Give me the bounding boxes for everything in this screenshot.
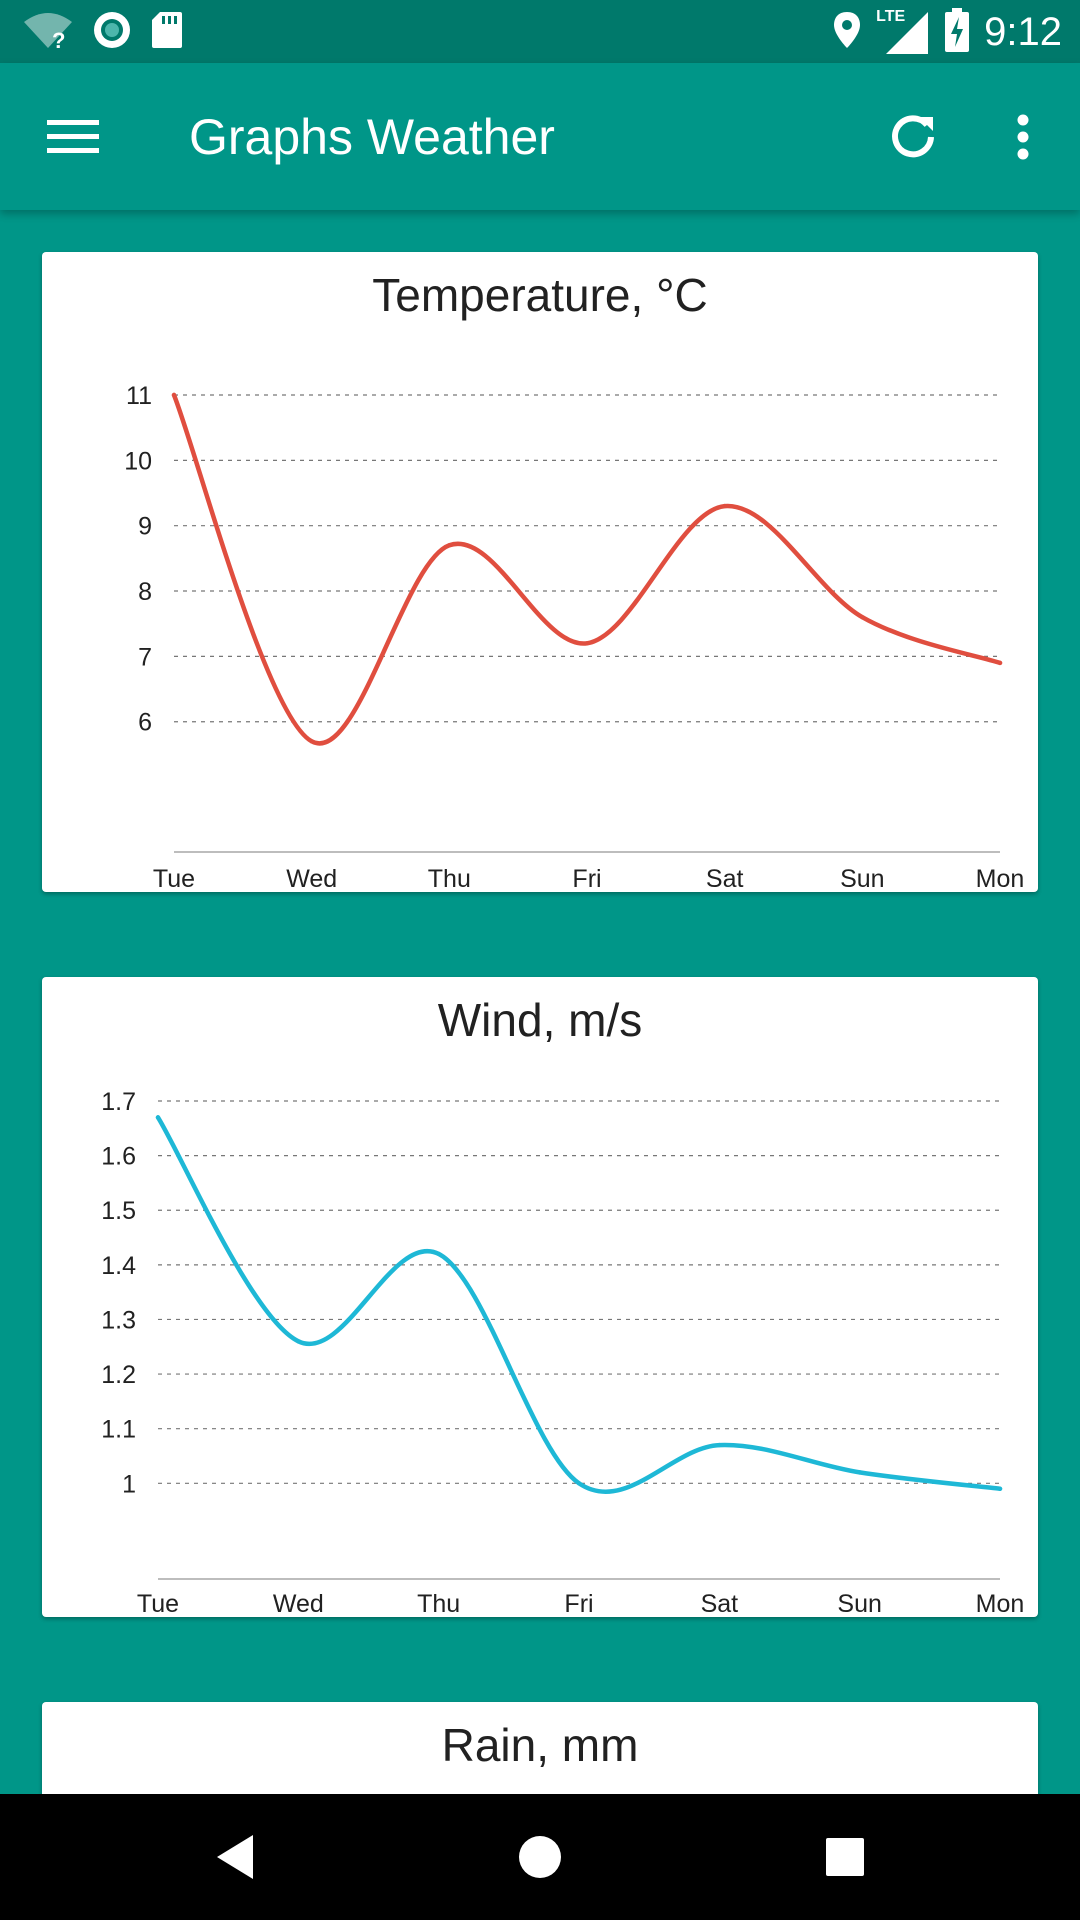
wind-data-point <box>296 1339 301 1344</box>
menu-button[interactable] <box>36 106 110 168</box>
wind-x-tick-label: Sun <box>837 1590 881 1617</box>
overflow-menu-button[interactable] <box>990 104 1056 170</box>
wind-y-tick-label: 1.2 <box>101 1361 136 1389</box>
svg-text:?: ? <box>52 28 65 50</box>
wind-x-tick-label: Sat <box>701 1590 739 1617</box>
app-bar: Graphs Weather <box>0 63 1080 210</box>
refresh-button[interactable] <box>880 104 946 170</box>
temperature-data-point <box>584 641 590 646</box>
status-bar: ? <box>0 0 1080 63</box>
temperature-chart-title: Temperature, °C <box>372 269 708 321</box>
wind-x-tick-label: Mon <box>976 1590 1025 1617</box>
wind-data-point <box>857 1470 862 1475</box>
overflow-menu-icon <box>1017 114 1029 160</box>
temperature-x-tick-label: Thu <box>428 865 471 892</box>
temperature-x-tick-label: Sat <box>706 865 744 892</box>
wind-data-point <box>997 1486 1003 1491</box>
lte-signal-icon: LTE <box>876 8 930 56</box>
wind-y-tick-label: 1.4 <box>101 1252 136 1280</box>
temperature-data-point <box>309 739 314 744</box>
navigation-bar <box>0 1794 1080 1920</box>
back-icon <box>217 1835 253 1879</box>
temperature-data-point <box>447 543 452 548</box>
wind-data-point <box>436 1251 441 1257</box>
back-button[interactable] <box>190 1814 280 1900</box>
wind-data-point <box>576 1481 582 1486</box>
sd-card-icon <box>150 10 184 55</box>
temperature-y-tick-label: 10 <box>124 447 152 475</box>
menu-icon <box>47 120 99 153</box>
home-button[interactable] <box>495 1814 585 1900</box>
battery-charging-icon <box>944 7 970 57</box>
wind-x-tick-label: Fri <box>564 1590 593 1617</box>
wind-x-tick-label: Tue <box>137 1590 179 1617</box>
recents-icon <box>826 1838 864 1876</box>
temperature-data-point <box>722 503 727 509</box>
wind-y-tick-label: 1.3 <box>101 1306 136 1334</box>
sync-circle-icon <box>92 10 132 55</box>
app-title: Graphs Weather <box>189 109 555 165</box>
temperature-y-tick-label: 11 <box>126 382 152 410</box>
temperature-y-tick-label: 9 <box>138 513 152 541</box>
wind-x-tick-label: Thu <box>417 1590 460 1617</box>
temperature-x-tick-label: Wed <box>286 865 337 892</box>
wind-data-point <box>155 1115 161 1120</box>
wind-y-tick-label: 1.5 <box>101 1197 136 1225</box>
wind-data-point <box>717 1442 722 1448</box>
temperature-data-point <box>171 392 177 398</box>
wind-x-tick-label: Wed <box>273 1590 324 1617</box>
recents-button[interactable] <box>800 1814 890 1900</box>
location-icon <box>832 10 862 55</box>
wind-card: Wind, m/s 1 1.1 1.2 1.3 1.4 1.5 1.6 1.7 Tue Wed Th… <box>42 977 1038 1617</box>
temperature-y-tick-label: 7 <box>138 643 152 671</box>
wind-chart-title: Wind, m/s <box>437 994 643 1046</box>
temperature-data-point <box>860 614 865 620</box>
temperature-x-tick-label: Mon <box>976 865 1025 892</box>
wind-series-line <box>155 1115 1003 1494</box>
temperature-x-tick-label: Sun <box>840 865 884 892</box>
status-clock: 9:12 <box>984 9 1062 54</box>
temperature-y-tick-label: 6 <box>138 709 152 737</box>
temperature-x-tick-label: Fri <box>572 865 601 892</box>
wind-y-tick-label: 1.1 <box>101 1416 136 1444</box>
wifi-unknown-icon: ? <box>22 10 74 55</box>
wind-y-tick-label: 1.7 <box>101 1088 136 1116</box>
temperature-x-tick-label: Tue <box>153 865 195 892</box>
home-icon <box>519 1836 561 1878</box>
refresh-icon <box>892 115 934 158</box>
wind-y-tick-label: 1 <box>122 1470 136 1498</box>
rain-chart-title: Rain, mm <box>441 1719 639 1771</box>
temperature-y-tick-label: 8 <box>138 578 152 606</box>
temperature-series-line <box>171 392 1003 746</box>
lte-label: LTE <box>876 8 906 25</box>
temperature-card: Temperature, °C 6 7 8 9 10 11 Tue Wed Thu Fri Sat S… <box>42 252 1038 892</box>
wind-chart: 1 1.1 1.2 1.3 1.4 1.5 1.6 1.7 Tue Wed Thu Fri Sat Sun… <box>101 1088 1025 1617</box>
temperature-data-point <box>997 660 1003 666</box>
temperature-chart: 6 7 8 9 10 11 Tue Wed Thu Fri Sat Sun Mon <box>124 382 1025 892</box>
wind-y-tick-label: 1.6 <box>101 1143 136 1171</box>
